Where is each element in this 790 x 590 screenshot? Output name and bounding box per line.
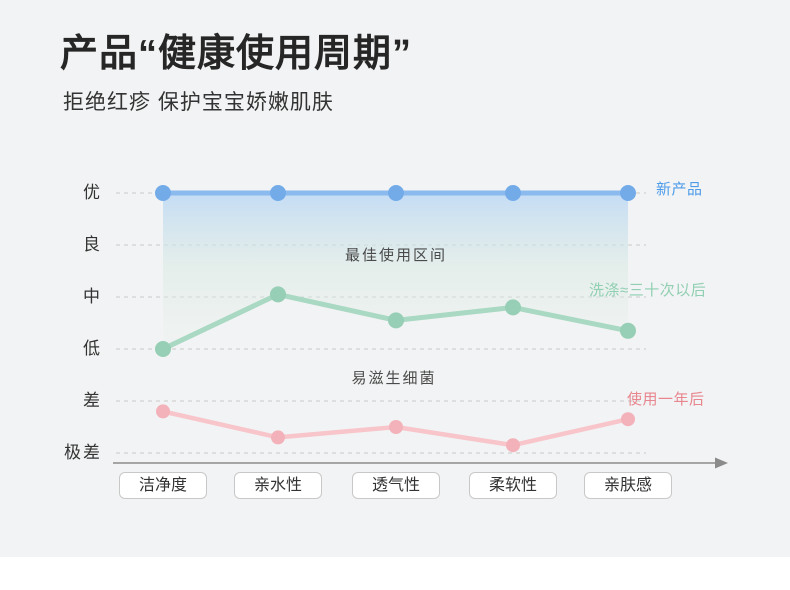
annotation-bacteria-zone: 易滋生细菌 [351, 370, 437, 387]
y-axis-label: 良 [83, 235, 102, 254]
x-axis-category: 柔软性 [469, 472, 557, 499]
x-axis-category: 亲水性 [234, 472, 322, 499]
y-axis-label: 差 [83, 391, 102, 410]
x-axis-category: 透气性 [352, 472, 440, 499]
x-axis-category: 洁净度 [119, 472, 207, 499]
series-label: 新产品 [656, 181, 703, 198]
bottom-margin [0, 557, 790, 590]
page-subtitle: 拒绝红疹 保护宝宝娇嫩肌肤 [63, 91, 334, 114]
y-axis-label: 极差 [64, 443, 102, 462]
y-axis-label: 优 [83, 183, 102, 202]
infographic-card: 产品“健康使用周期” 拒绝红疹 保护宝宝娇嫩肌肤 优 良 中 低 差 极差 最佳… [0, 0, 790, 557]
series-label: 使用一年后 [627, 391, 705, 408]
series-label: 洗涤≈三十次以后 [589, 282, 707, 299]
y-axis-label: 低 [83, 339, 102, 358]
x-axis-category: 亲肤感 [584, 472, 672, 499]
page-title: 产品“健康使用周期” [60, 33, 413, 75]
y-axis-label: 中 [83, 287, 102, 306]
annotation-best-usage-zone: 最佳使用区间 [344, 247, 448, 264]
